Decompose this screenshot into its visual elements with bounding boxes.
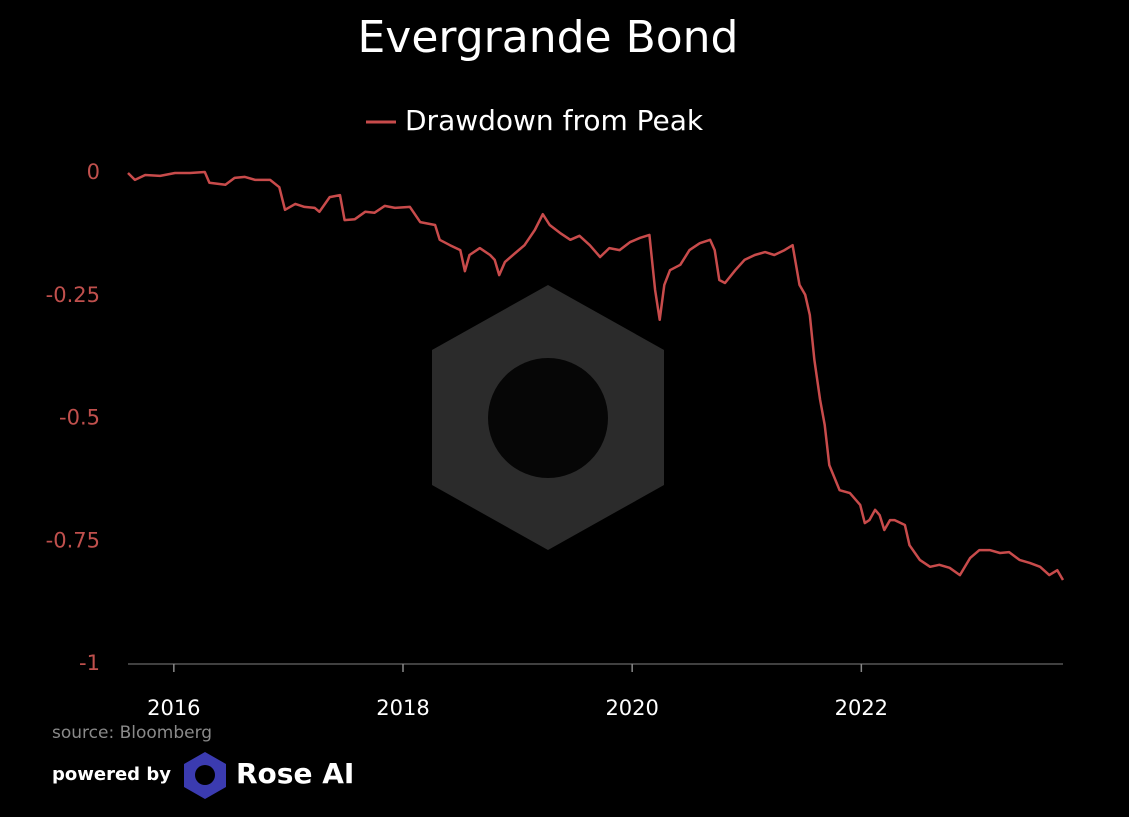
x-tick-label: 2018 (376, 696, 429, 720)
y-tick-label: -0.75 (46, 528, 100, 552)
x-tick-label: 2020 (605, 696, 658, 720)
watermark-center (488, 358, 608, 478)
y-tick-label: 0 (87, 160, 100, 184)
y-tick-label: -0.25 (46, 283, 100, 307)
y-tick-label: -1 (79, 651, 100, 675)
source-note: source: Bloomberg (52, 723, 212, 743)
x-tick-label: 2022 (835, 696, 888, 720)
brand-logo (184, 752, 226, 799)
chart-title: Evergrande Bond (357, 12, 738, 63)
y-tick-label: -0.5 (59, 406, 100, 430)
x-tick-label: 2016 (147, 696, 200, 720)
legend-label: Drawdown from Peak (405, 104, 704, 137)
powered-by: powered by (52, 764, 171, 785)
series-line (127, 170, 1065, 581)
brand-name: Rose AI (236, 757, 354, 790)
